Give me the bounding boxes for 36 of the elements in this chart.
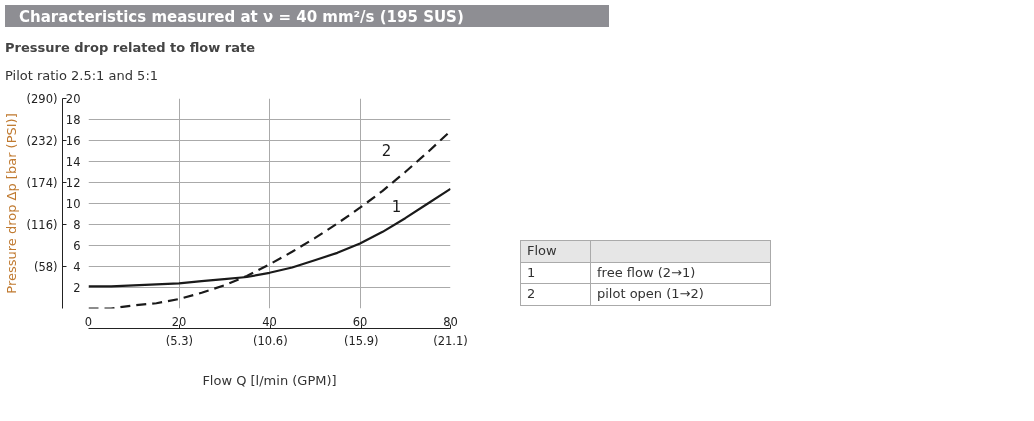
chart-title: Characteristics measured at ν = 40 mm²/s (195 SUS) [19, 8, 464, 26]
series-label: 1 [391, 198, 402, 217]
x-tick-label: 60 [352, 314, 368, 329]
y2-tick-label: (290) [26, 91, 58, 106]
y-tick-label: 10 [65, 197, 81, 211]
text: Pilot ratio 2.5:1 and 5:1 [5, 67, 159, 85]
x-tick-label: 0 [84, 314, 93, 329]
text: Flow [520, 240, 591, 263]
y-tick-label: 20 [65, 92, 81, 106]
text: pilot open (1→2) [590, 283, 771, 306]
y-tick-label: 14 [65, 155, 81, 169]
y2-tick-label: (58) [33, 259, 58, 274]
chart-subtitle: Pressure drop related to flow rate [5, 39, 256, 57]
x2-tick-label: (5.3) [165, 333, 194, 348]
x-tick-label: 40 [262, 314, 277, 329]
y-tick-label: 18 [65, 113, 81, 127]
x2-tick-label: (21.1) [433, 333, 468, 348]
x2-tick-label: (15.9) [344, 333, 379, 348]
y-tick-label: 16 [65, 134, 81, 148]
y-tick-label: 8 [73, 218, 81, 232]
x-tick-label: 20 [171, 314, 187, 329]
x-axis-title: Flow Q [l/min (GPM)] [202, 372, 337, 388]
y-tick-label: 4 [73, 260, 81, 274]
x-tick-label: 80 [443, 314, 458, 329]
text: 1 [520, 262, 591, 284]
y2-axis-title: Pressure drop Δp [bar (PSI)] [3, 113, 19, 294]
text: 2 [520, 283, 591, 306]
text: free flow (2→1) [590, 262, 771, 284]
y2-tick-label: (174) [26, 175, 58, 190]
y-tick-label: 6 [73, 239, 81, 253]
y2-tick-label: (116) [26, 217, 58, 232]
y-tick-label: 12 [65, 176, 81, 190]
y2-tick-label: (232) [26, 133, 58, 148]
y-tick-label: 2 [73, 281, 81, 295]
x2-tick-label: (10.6) [253, 333, 288, 348]
series-label: 2 [381, 142, 392, 160]
